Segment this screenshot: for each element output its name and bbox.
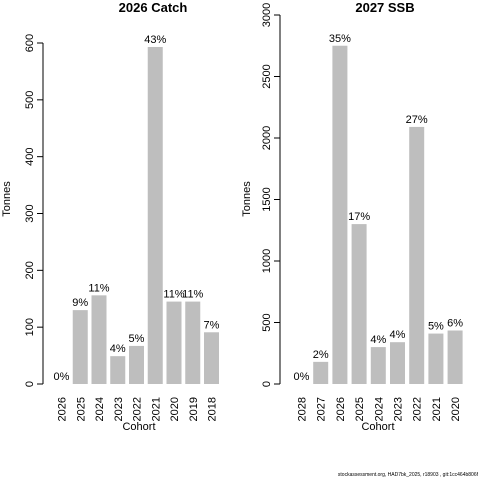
y-tick-label: 3000 (261, 3, 273, 27)
bar (147, 46, 163, 384)
y-tick-label: 100 (24, 318, 36, 336)
x-category-label: 2026 (335, 397, 347, 421)
bar-value-label: 4% (110, 343, 126, 355)
bar-value-label: 35% (329, 33, 351, 45)
y-tick-label: 400 (24, 147, 36, 165)
bar-value-label: 0% (54, 371, 70, 383)
bar-value-label: 7% (204, 319, 220, 331)
y-tick-label: 500 (261, 313, 273, 331)
x-category-label: 2019 (188, 397, 200, 421)
bar-value-label: 5% (428, 321, 444, 333)
x-category-label: 2025 (354, 397, 366, 421)
bar (447, 330, 463, 384)
bar (72, 310, 88, 384)
y-tick-label: 500 (24, 91, 36, 109)
x-axis-title: Cohort (361, 421, 394, 433)
y-tick-label: 2000 (261, 126, 273, 150)
bar (351, 224, 367, 384)
bar-value-label: 11% (182, 289, 203, 301)
x-category-label: 2021 (431, 397, 443, 421)
bar-value-label: 4% (370, 334, 386, 346)
x-category-label: 2024 (373, 397, 385, 421)
x-category-label: 2023 (113, 397, 125, 421)
x-category-label: 2027 (316, 397, 328, 421)
panel-title: 2027 SSB (355, 0, 414, 15)
bar-value-label: 5% (129, 333, 145, 345)
bar (166, 301, 182, 384)
x-category-label: 2024 (94, 397, 106, 421)
x-category-label: 2022 (412, 397, 424, 421)
x-category-label: 2026 (57, 397, 69, 421)
y-tick-label: 0 (261, 381, 273, 387)
panel-catch: 2026 Catch Tonnes Cohort 0 100 200 300 400 50… (1, 0, 220, 433)
bar-value-label: 9% (72, 297, 88, 309)
bar (313, 361, 329, 384)
x-axis-title: Cohort (122, 421, 155, 433)
y-tick-label: 200 (24, 261, 36, 279)
y-axis-title: Tonnes (1, 181, 13, 217)
bar-value-label: 4% (390, 329, 406, 341)
x-category-label: 2022 (132, 397, 144, 421)
panel-title: 2026 Catch (119, 0, 188, 15)
x-category-label: 2020 (169, 397, 181, 421)
bar (185, 301, 201, 384)
y-tick-label: 600 (24, 34, 36, 52)
bar-value-label: 6% (447, 317, 463, 329)
bar (91, 295, 107, 384)
bar (370, 347, 386, 384)
y-axis-title: Tonnes (241, 181, 253, 217)
y-tick-label: 1500 (261, 187, 273, 211)
x-category-label: 2018 (207, 397, 219, 421)
bar-value-label: 2% (313, 349, 329, 361)
bar-value-label: 11% (163, 289, 184, 301)
bar (390, 342, 405, 384)
y-tick-label: 0 (24, 381, 36, 387)
bar (129, 345, 144, 384)
bar (204, 332, 219, 384)
panel-ssb: 2027 SSB Tonnes Cohort 0 500 1000 1500 2000 2… (241, 0, 463, 433)
bar-value-label: 43% (144, 34, 166, 46)
x-category-label: 2025 (75, 397, 87, 421)
bar (409, 126, 425, 385)
bar (110, 356, 126, 384)
bar-value-label: 27% (406, 114, 428, 126)
footer-note: stockassessment.org, HAD7bk_2025, r18903… (338, 472, 479, 478)
y-tick-label: 300 (24, 204, 36, 222)
y-tick-label: 1000 (261, 249, 273, 273)
x-category-label: 2020 (450, 397, 462, 421)
bar (332, 45, 348, 384)
y-tick-label: 2500 (261, 64, 273, 88)
bar-value-label: 17% (348, 211, 370, 223)
x-category-label: 2028 (297, 397, 309, 421)
x-category-label: 2023 (393, 397, 405, 421)
bar (428, 333, 444, 384)
bar-value-label: 0% (294, 371, 310, 383)
x-category-label: 2021 (150, 397, 162, 421)
bar-value-label: 11% (88, 282, 109, 294)
